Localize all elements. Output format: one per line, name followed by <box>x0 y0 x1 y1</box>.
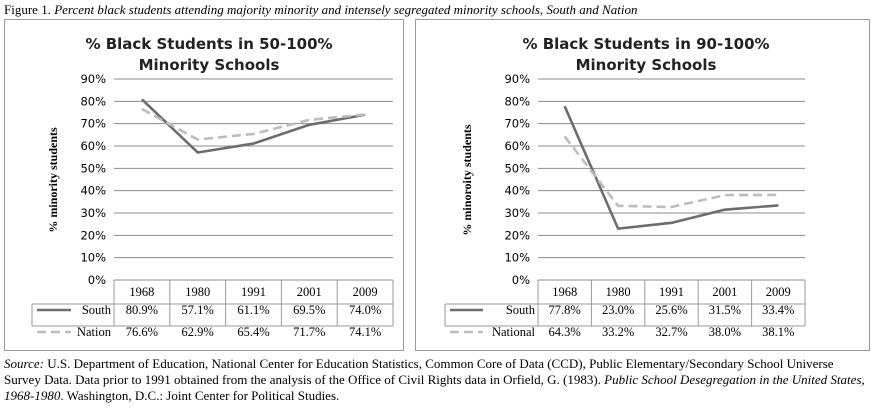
data-value-label: 69.5% <box>293 303 325 317</box>
x-category-label: 1980 <box>185 285 210 299</box>
source-note: Source: U.S. Department of Education, Na… <box>4 356 870 404</box>
data-value-label: 23.0% <box>602 303 634 317</box>
chart-panel-intensely-segregated: % Black Students in 90-100% Minority Scho… <box>415 19 870 351</box>
y-axis-label: % minoroity students <box>460 124 474 235</box>
data-value-label: 33.2% <box>602 325 634 339</box>
series-line-nation <box>141 107 366 141</box>
caption-prefix: Figure 1. <box>4 2 55 17</box>
caption-text: Percent black students attending majorit… <box>54 2 638 17</box>
y-axis-label: % minority students <box>46 127 60 233</box>
y-tick-label: 40% <box>504 184 530 198</box>
y-tick-label: 80% <box>80 94 106 108</box>
data-value-label: 33.4% <box>762 303 794 317</box>
legend-name: National <box>492 325 536 339</box>
source-italic-title: Public School Desegregation in the Unite… <box>4 372 865 403</box>
y-tick-label: 30% <box>80 206 106 220</box>
x-category-label: 1991 <box>659 285 684 299</box>
data-value-label: 61.1% <box>237 303 269 317</box>
data-value-label: 74.1% <box>349 325 381 339</box>
y-tick-label: 60% <box>80 139 106 153</box>
y-tick-label: 60% <box>504 139 530 153</box>
legend-name: South <box>506 303 536 317</box>
data-value-label: 76.6% <box>126 325 158 339</box>
data-value-label: 65.4% <box>237 325 269 339</box>
y-tick-label: 20% <box>80 228 106 242</box>
y-tick-label: 70% <box>504 117 530 131</box>
x-category-label: 2009 <box>353 285 378 299</box>
y-tick-label: 90% <box>504 72 530 86</box>
y-tick-label: 20% <box>504 228 530 242</box>
y-tick-label: 80% <box>504 94 530 108</box>
data-value-label: 64.3% <box>549 325 581 339</box>
data-value-label: 31.5% <box>709 303 741 317</box>
y-tick-label: 90% <box>80 72 106 86</box>
y-tick-label: 50% <box>504 161 530 175</box>
series-line-south <box>141 98 366 154</box>
x-category-label: 1968 <box>129 285 154 299</box>
chart-title-line: % Black Students in 90-100% <box>522 35 769 53</box>
y-tick-label: 30% <box>504 206 530 220</box>
y-tick-label: 10% <box>504 251 530 265</box>
chart-title-line: Minority Schools <box>139 56 280 74</box>
data-value-label: 77.8% <box>549 303 581 317</box>
data-value-label: 57.1% <box>182 303 214 317</box>
data-value-label: 32.7% <box>655 325 687 339</box>
data-value-label: 25.6% <box>655 303 687 317</box>
chart-majority-minority: % Black Students in 50-100% Minority Scho… <box>31 35 394 339</box>
x-category-label: 1968 <box>552 285 577 299</box>
x-category-label: 1980 <box>606 285 631 299</box>
chart-panel-majority-minority: % Black Students in 50-100% Minority Scho… <box>4 19 404 351</box>
source-text-1: U.S. Department of Education, National C… <box>4 356 834 387</box>
x-category-label: 1991 <box>241 285 266 299</box>
y-tick-label: 10% <box>80 251 106 265</box>
chart-intensely-segregated: % Black Students in 90-100% Minority Scho… <box>444 35 806 339</box>
series-line-national <box>563 135 779 209</box>
data-value-label: 62.9% <box>182 325 214 339</box>
data-value-label: 80.9% <box>126 303 158 317</box>
data-value-label: 38.0% <box>709 325 741 339</box>
x-category-label: 2001 <box>712 285 737 299</box>
source-label: Source: <box>4 356 44 371</box>
series-line-south <box>563 105 779 230</box>
legend-name: South <box>82 303 112 317</box>
chart-title-line: % Black Students in 50-100% <box>85 35 332 53</box>
data-value-label: 74.0% <box>349 303 381 317</box>
source-text-2: . Washington, D.C.: Joint Center for Pol… <box>60 388 340 403</box>
y-tick-label: 50% <box>80 161 106 175</box>
y-tick-label: 40% <box>80 184 106 198</box>
x-category-label: 2001 <box>297 285 322 299</box>
data-value-label: 38.1% <box>762 325 794 339</box>
legend-name: Nation <box>77 325 112 339</box>
x-category-label: 2009 <box>766 285 791 299</box>
y-tick-label: 70% <box>80 117 106 131</box>
y-tick-label: 0% <box>512 273 530 287</box>
figure-caption: Figure 1. Percent black students attendi… <box>4 2 870 18</box>
data-value-label: 71.7% <box>293 325 325 339</box>
chart-title-line: Minority Schools <box>576 56 717 74</box>
y-tick-label: 0% <box>88 273 106 287</box>
